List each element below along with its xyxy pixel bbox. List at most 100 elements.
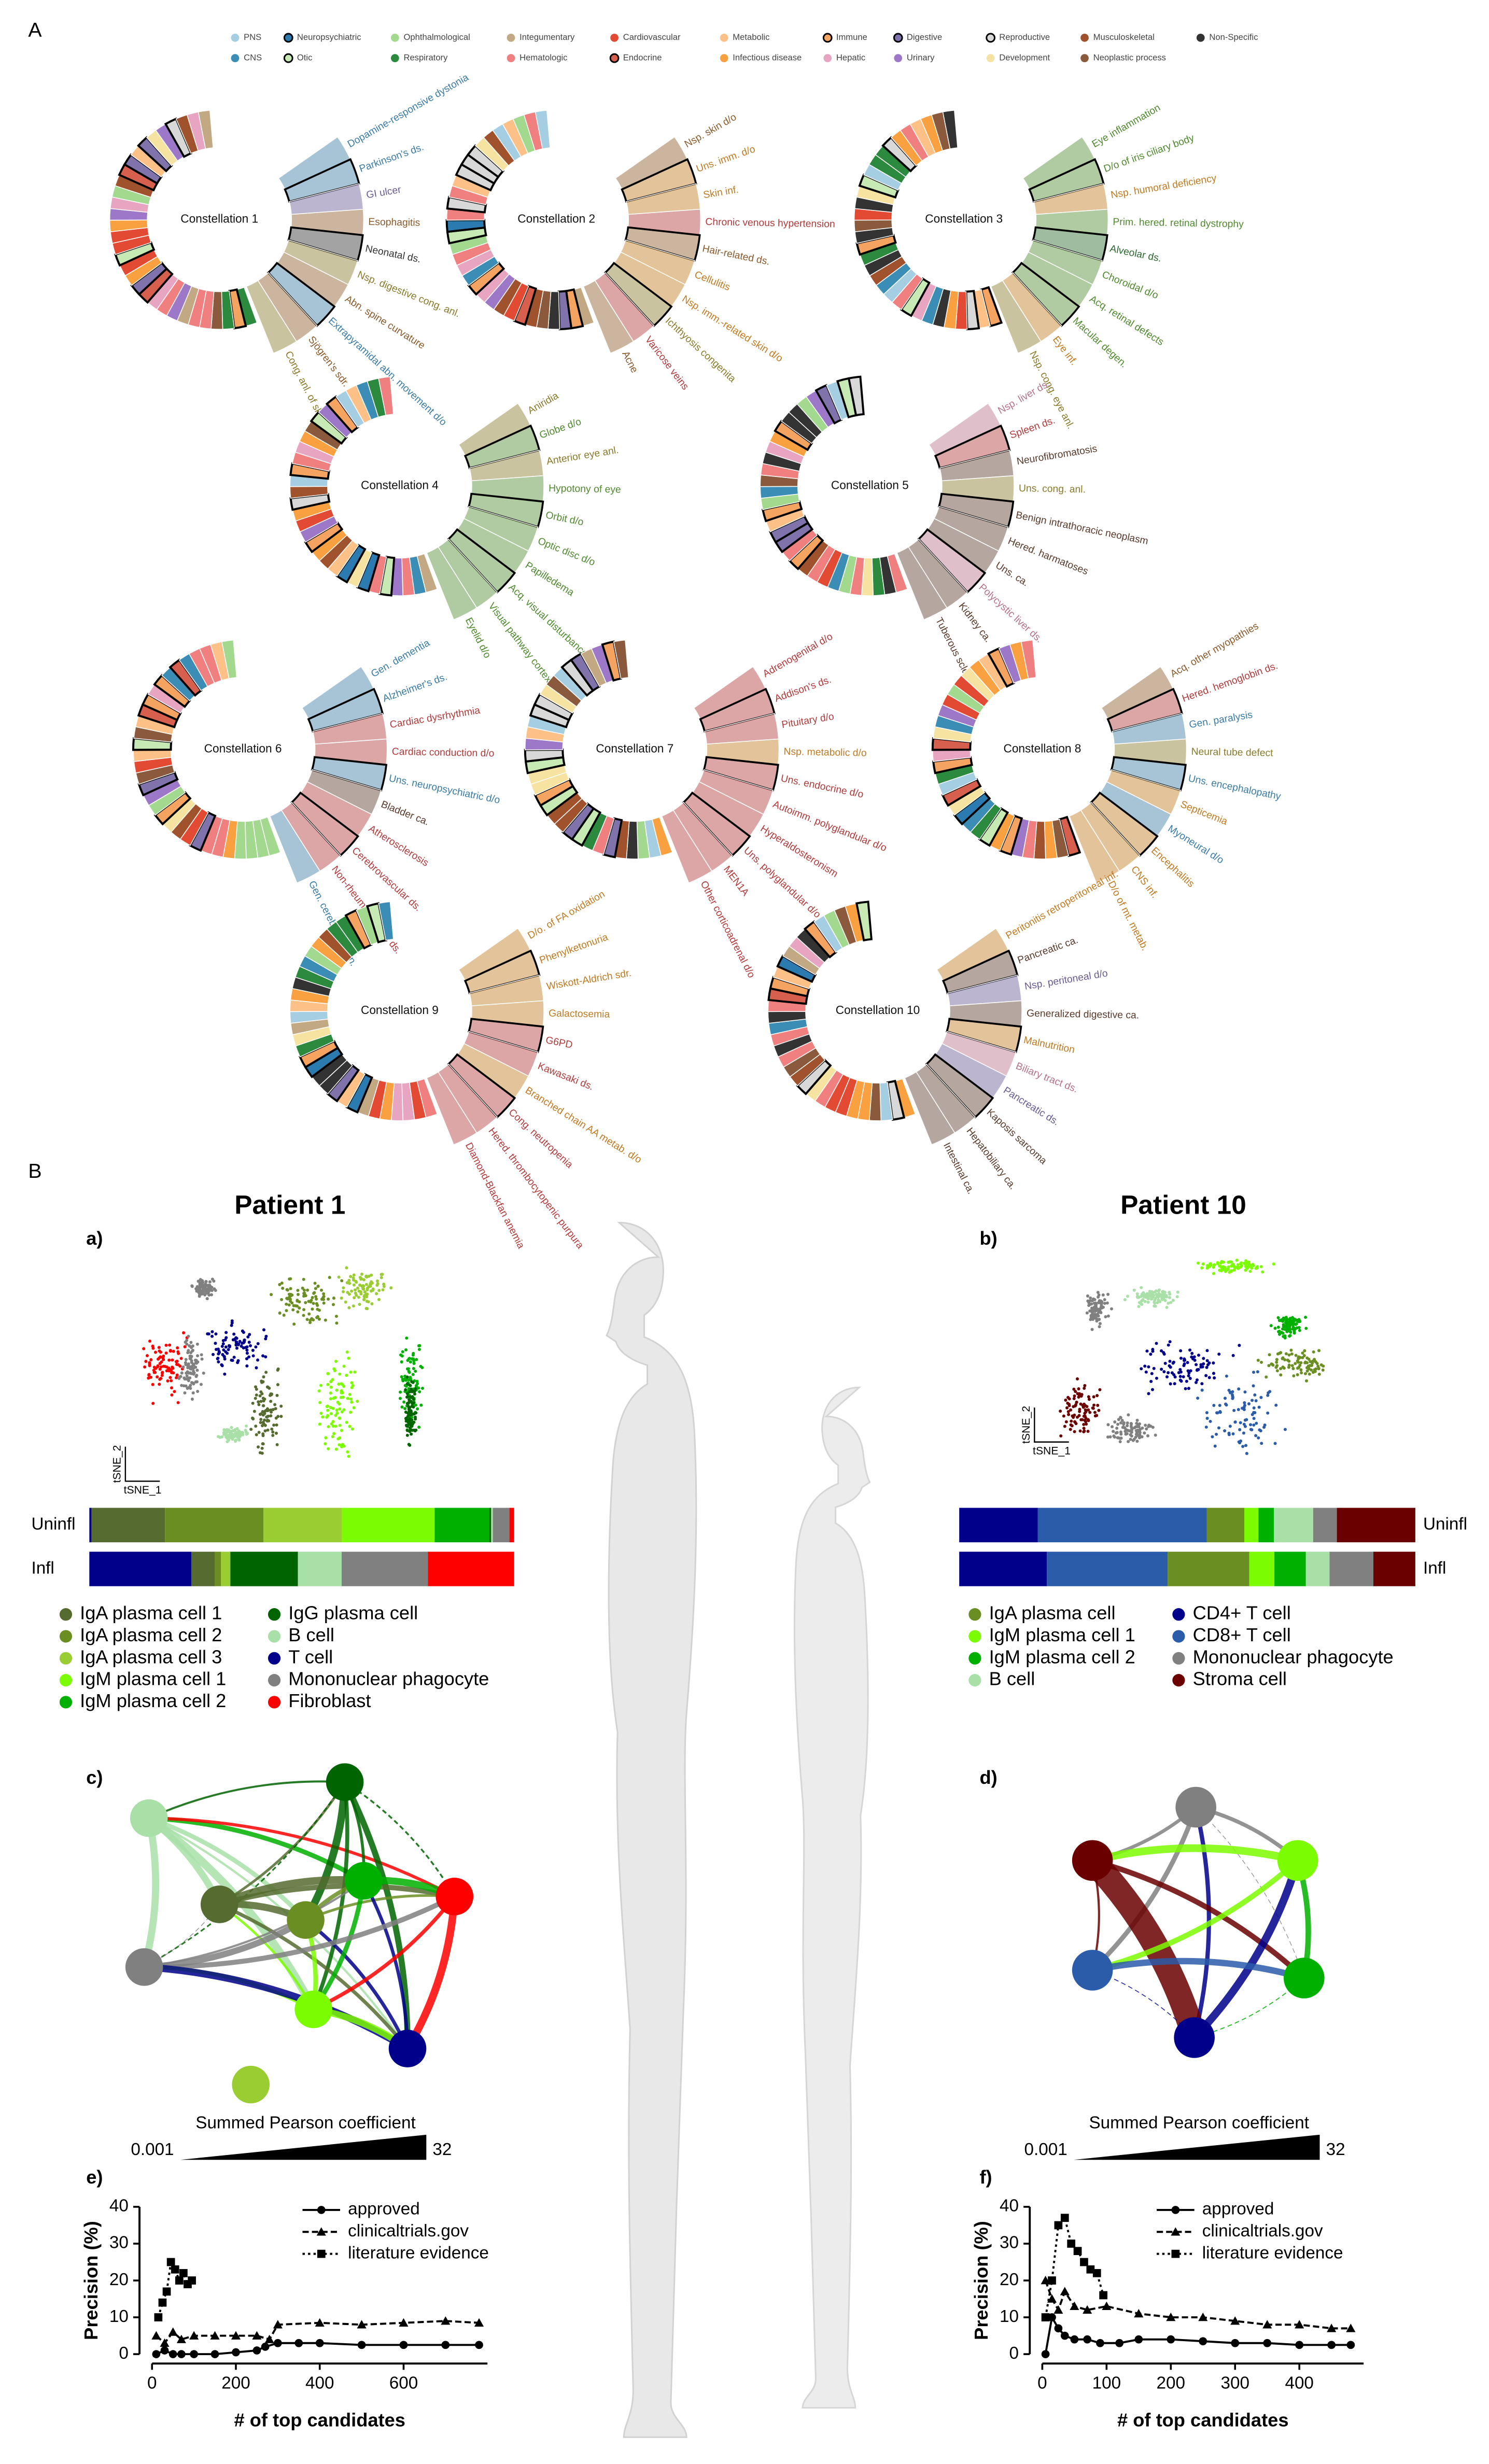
tsne-point — [409, 1400, 413, 1403]
tsne-point — [1122, 1423, 1126, 1426]
network-edge — [1091, 1857, 1306, 1980]
tsne-point — [287, 1303, 291, 1307]
tsne-point — [1085, 1422, 1088, 1426]
tsne-point — [309, 1300, 313, 1304]
tsne-point — [1243, 1390, 1247, 1394]
legend-label: Immune — [836, 32, 867, 42]
tsne-point — [221, 1342, 225, 1346]
tsne-point — [1187, 1374, 1190, 1377]
tsne-point — [1242, 1431, 1245, 1435]
tsne-point — [252, 1410, 256, 1413]
tsne-point — [261, 1442, 265, 1446]
legend-marker — [59, 1630, 73, 1643]
tsne-point — [319, 1384, 323, 1387]
tsne-point — [319, 1288, 324, 1292]
tsne-point — [168, 1343, 172, 1347]
tsne-point — [246, 1335, 250, 1339]
tsne-point — [1216, 1411, 1219, 1415]
tsne-point — [198, 1283, 202, 1287]
tsne-point — [184, 1358, 188, 1361]
bar-segment — [489, 1508, 491, 1543]
data-point — [399, 2341, 408, 2349]
tsne-point — [327, 1297, 330, 1301]
tsne-point — [327, 1425, 330, 1429]
tsne-point — [1066, 1396, 1070, 1399]
tsne-point — [1241, 1445, 1245, 1448]
data-point — [1199, 2337, 1207, 2346]
tsne-point — [1082, 1402, 1086, 1406]
tsne-point — [364, 1275, 368, 1278]
tsne-point — [1093, 1298, 1097, 1301]
tsne-point — [364, 1294, 368, 1298]
legend-marker — [1172, 1652, 1185, 1665]
tsne-point — [281, 1287, 285, 1290]
tsne-point — [352, 1278, 355, 1282]
disease-label: Hair-related ds. — [701, 243, 771, 267]
data-point — [1086, 2265, 1095, 2274]
scale-min-label: 0.001 — [1024, 2140, 1067, 2159]
tsne-point — [256, 1358, 260, 1362]
legend-marker — [1172, 1674, 1185, 1687]
tsne-point — [342, 1408, 346, 1412]
tsne-point — [1153, 1304, 1156, 1308]
tsne-point — [237, 1437, 241, 1441]
tsne-point — [261, 1420, 265, 1424]
tsne-point — [346, 1290, 349, 1294]
tsne-point — [1140, 1299, 1144, 1303]
tsne-point — [280, 1298, 284, 1301]
tsne-point — [1276, 1316, 1280, 1319]
tsne-point — [1277, 1351, 1281, 1355]
legend-label: Mononuclear phagocyte — [1193, 1646, 1394, 1667]
tsne-point — [1290, 1352, 1294, 1356]
tsne-point — [232, 1356, 236, 1359]
data-point — [1041, 2275, 1050, 2285]
tsne-point — [189, 1387, 192, 1390]
tsne-point — [217, 1360, 220, 1364]
tsne-point — [1215, 1432, 1218, 1436]
tsne-point — [1277, 1319, 1281, 1322]
tsne-point — [192, 1370, 195, 1373]
tsne-point — [1098, 1322, 1102, 1326]
y-tick-label: 0 — [1009, 2344, 1019, 2363]
scale-max-label: 32 — [1326, 2140, 1345, 2159]
tsne-point — [1072, 1397, 1076, 1400]
tsne-point — [210, 1330, 214, 1333]
tsne-point — [194, 1380, 198, 1384]
tsne-point — [194, 1287, 198, 1291]
tsne-point — [301, 1286, 304, 1290]
tsne-point — [228, 1430, 231, 1433]
tsne-point — [1293, 1318, 1297, 1322]
tsne-point — [417, 1386, 420, 1390]
tsne-point — [1270, 1362, 1273, 1366]
disease-label: Anterior eye anl. — [545, 444, 619, 467]
tsne-point — [325, 1415, 329, 1419]
tsne-point — [417, 1426, 421, 1429]
data-point — [1295, 2341, 1304, 2349]
tsne-point — [1269, 1324, 1273, 1328]
legend-label: PNS — [244, 32, 261, 42]
legend-label: CD8+ T cell — [1193, 1624, 1291, 1645]
tsne-point — [272, 1423, 276, 1427]
tsne-point — [1143, 1431, 1146, 1435]
tsne-point — [176, 1401, 180, 1404]
network-node — [326, 1763, 364, 1801]
tsne-point — [331, 1435, 334, 1439]
tsne-point — [1250, 1428, 1254, 1431]
tsne-point — [148, 1340, 152, 1343]
tsne-point — [264, 1371, 268, 1374]
disease-label: Peritonitis retroperitoneal inf. — [1004, 868, 1120, 942]
disease-label: Phenylketonuria — [538, 931, 610, 966]
tsne-point — [312, 1318, 315, 1322]
tsne-point — [179, 1357, 183, 1360]
tsne-point — [1186, 1361, 1189, 1364]
tsne-point — [1119, 1430, 1122, 1434]
tsne-point — [1092, 1395, 1095, 1399]
tsne-point — [1066, 1410, 1070, 1414]
panel-label: B — [28, 1160, 41, 1182]
tsne-point — [262, 1328, 266, 1332]
tsne-point — [322, 1292, 326, 1296]
tsne-point — [186, 1351, 190, 1355]
tsne-point — [282, 1313, 286, 1317]
tsne-point — [1076, 1377, 1079, 1381]
